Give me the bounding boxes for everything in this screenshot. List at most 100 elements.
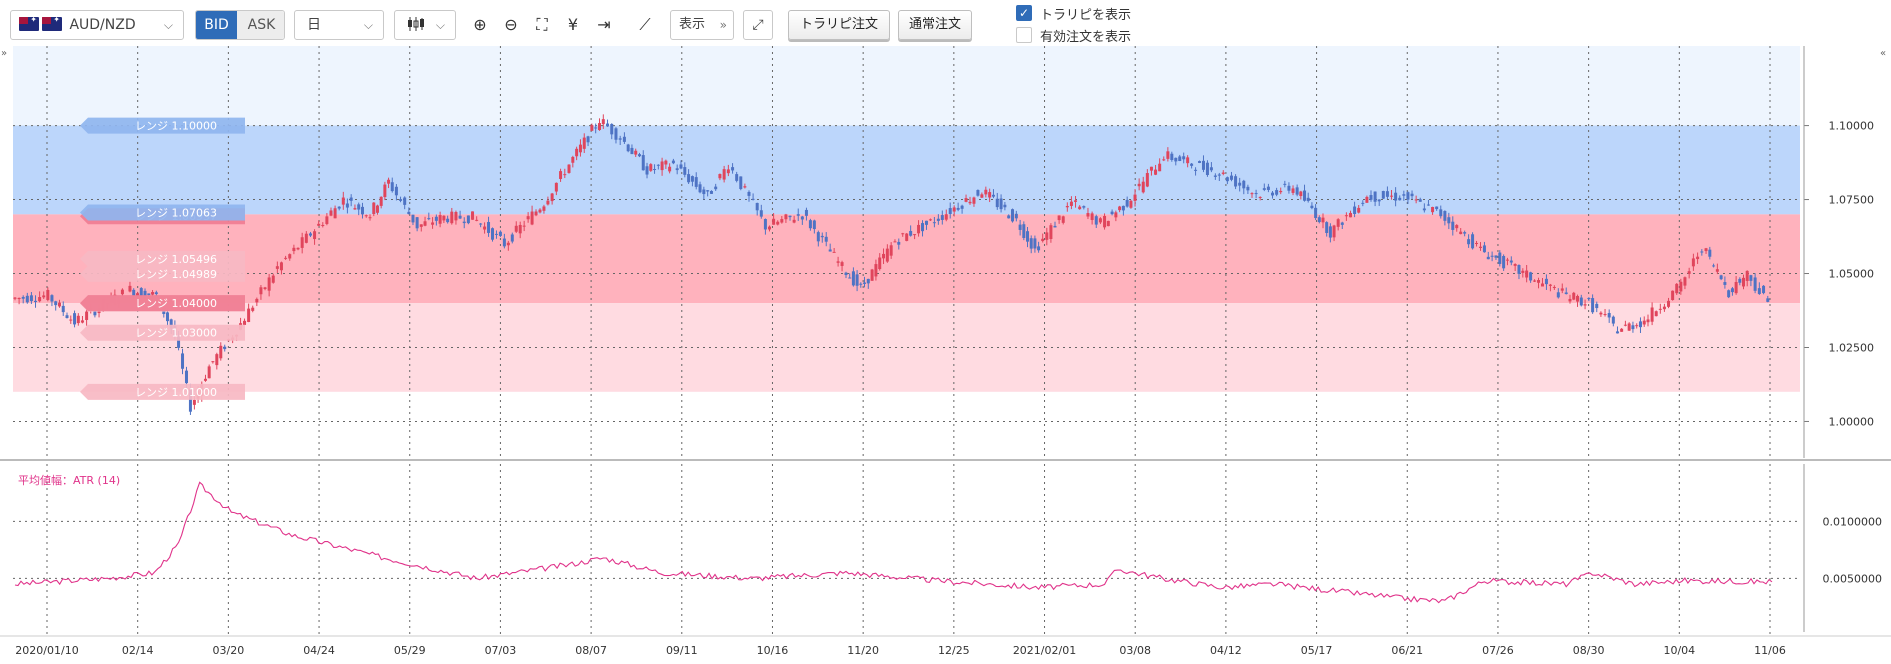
candle-up (590, 125, 594, 131)
candle-down (1213, 175, 1217, 177)
candle-up (878, 257, 882, 270)
candle-down (93, 311, 97, 316)
candle-up (1603, 314, 1607, 316)
candle-up (80, 320, 84, 323)
candle-up (1662, 306, 1666, 310)
price-lock-icon[interactable]: ¥ (567, 15, 579, 34)
show-toraripi-label: トラリピを表示 (1040, 8, 1132, 23)
candle-down (1435, 206, 1439, 210)
candle-up (1431, 207, 1435, 213)
checkbox-unchecked-icon (1016, 27, 1032, 43)
candle-up (905, 233, 909, 241)
new-zealand-flag-icon (42, 6, 62, 34)
candle-up (375, 205, 379, 213)
candle-down (1033, 238, 1037, 249)
candle-up (870, 269, 874, 281)
candle-down (502, 238, 506, 247)
left-panel-expand-icon[interactable]: » (1, 48, 8, 59)
ask-button[interactable]: ASK (237, 11, 284, 39)
candle-up (1576, 295, 1580, 302)
normal-order-button[interactable]: 通常注文 (898, 10, 972, 40)
display-label: 表示 (679, 17, 706, 32)
candle-up (514, 225, 518, 232)
x-tick-label: 04/12 (1210, 644, 1242, 657)
add-indicator-icon[interactable]: ⟋ (639, 15, 651, 34)
candle-up (1221, 172, 1225, 174)
zoom-out-icon[interactable]: ⊖ (504, 15, 518, 34)
candle-down (1498, 252, 1502, 264)
right-panel-collapse-icon[interactable]: « (1880, 48, 1887, 59)
candle-up (255, 298, 259, 303)
candle-down (862, 282, 866, 284)
candle-up (364, 215, 368, 217)
x-tick-label: 02/14 (122, 644, 154, 657)
bid-button[interactable]: BID (196, 11, 237, 39)
candle-up (1365, 196, 1369, 203)
x-tick-label: 07/26 (1482, 644, 1514, 657)
candle-down (586, 136, 590, 143)
candle-down (1014, 213, 1018, 219)
atr-indicator-pane: 2020/01/10 02/14 03/20 04/24 05/29 07/03 08/07… (0, 464, 1891, 657)
candle-down (1217, 174, 1221, 176)
candle-down (1303, 190, 1307, 201)
y-tick-label: 1.00000 (1829, 415, 1875, 428)
range-label: レンジ 1.04989 (80, 265, 245, 282)
candle-down (1579, 297, 1583, 306)
candle-up (353, 208, 357, 210)
fullscreen-button[interactable]: ⤢ (743, 10, 773, 40)
candle-up (135, 293, 139, 296)
candle-down (618, 138, 622, 140)
fit-screen-icon[interactable]: ⛶ (536, 15, 548, 34)
candle-down (824, 236, 828, 242)
candle-up (387, 179, 391, 184)
candle-up (1348, 212, 1352, 218)
candle-down (427, 218, 431, 220)
candle-up (649, 164, 653, 171)
toraripi-order-button[interactable]: トラリピ注文 (788, 10, 890, 40)
period-select[interactable]: 日 ⌵ (294, 10, 384, 40)
candle-down (1003, 204, 1007, 208)
display-menu[interactable]: 表示 » (670, 10, 734, 40)
scroll-to-latest-icon[interactable]: ⇥ (597, 15, 611, 34)
candle-down (494, 233, 498, 235)
range-tag-shape (80, 383, 245, 400)
candle-down (626, 144, 630, 152)
candle-up (263, 287, 267, 290)
candle-down (487, 221, 491, 233)
candle-up (1074, 200, 1078, 202)
candle-down (735, 174, 739, 181)
candle-up (329, 210, 333, 216)
x-tick-label: 12/25 (938, 644, 970, 657)
chart-type-select[interactable]: ⌵ (394, 10, 456, 40)
candle-up (538, 209, 542, 213)
checkbox-checked-icon: ✓ (1016, 5, 1032, 21)
candle-down (690, 176, 694, 182)
candle-down (1254, 193, 1258, 195)
candle-up (1540, 283, 1544, 287)
candle-up (1078, 206, 1082, 210)
currency-pair-select[interactable]: AUD/NZD ⌵ (10, 6, 184, 40)
candle-down (948, 208, 952, 214)
candle-down (50, 295, 54, 302)
atr-line (14, 481, 1773, 604)
chevron-down-icon: ⌵ (363, 18, 373, 32)
candle-down (54, 301, 58, 306)
candle-down (1325, 222, 1329, 233)
candle-down (1029, 238, 1033, 249)
candle-up (1635, 325, 1639, 327)
candle-down (1011, 209, 1015, 222)
chart-area[interactable]: 1.10000 1.07500 1.05000 1.02500 1.00000 レンジ 1… (0, 46, 1891, 664)
candle-up (571, 156, 575, 163)
candle-down (614, 128, 618, 140)
candle-up (928, 219, 932, 221)
candle-down (851, 271, 855, 286)
zoom-in-icon[interactable]: ⊕ (473, 15, 487, 34)
candle-up (567, 164, 571, 173)
candle-down (921, 223, 925, 232)
candle-down (1753, 277, 1757, 291)
candle-down (1209, 167, 1213, 171)
candle-up (660, 161, 664, 171)
candle-down (1529, 272, 1533, 281)
candle-up (471, 211, 475, 220)
candle-down (687, 174, 691, 183)
